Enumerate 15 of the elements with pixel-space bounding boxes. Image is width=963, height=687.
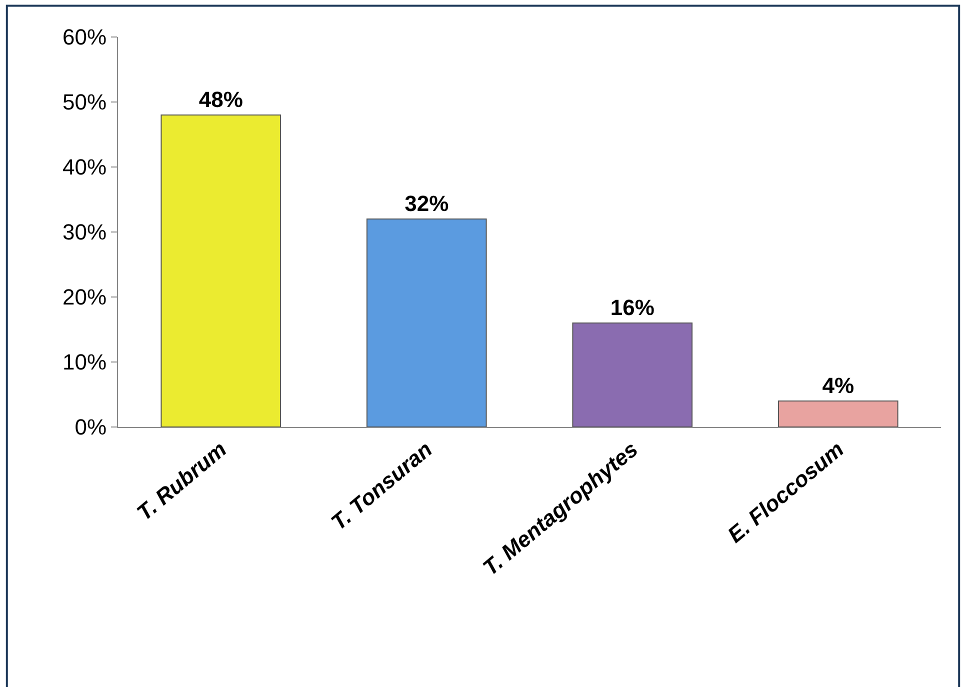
- bar: [366, 218, 487, 427]
- y-tick-label: 10%: [62, 350, 107, 375]
- data-label: 32%: [404, 191, 449, 216]
- data-label: 4%: [822, 373, 854, 398]
- y-tick-label: 50%: [62, 90, 107, 115]
- y-tick-label: 30%: [62, 220, 107, 245]
- y-tick-label: 60%: [62, 24, 107, 50]
- y-tick-label: 40%: [62, 154, 107, 180]
- bar: [572, 322, 693, 427]
- y-tick-label: 0%: [74, 414, 107, 440]
- y-tick-label: 20%: [62, 284, 107, 310]
- bar: [778, 400, 898, 427]
- data-label: 16%: [610, 295, 654, 320]
- data-label: 48%: [198, 87, 243, 112]
- bar: [160, 114, 282, 427]
